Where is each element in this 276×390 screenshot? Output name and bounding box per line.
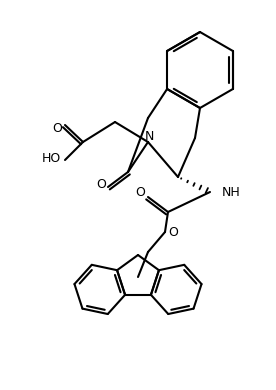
Text: O: O <box>135 186 145 200</box>
Text: O: O <box>96 179 106 191</box>
Text: NH: NH <box>222 186 241 199</box>
Text: O: O <box>52 122 62 135</box>
Text: N: N <box>144 129 154 142</box>
Text: HO: HO <box>41 151 61 165</box>
Text: O: O <box>168 225 178 239</box>
